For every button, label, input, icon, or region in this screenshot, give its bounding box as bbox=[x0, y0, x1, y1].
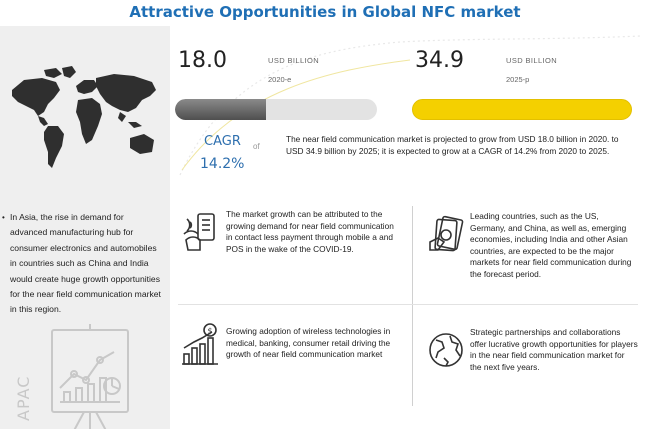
value-2020: 18.0 bbox=[178, 48, 227, 73]
bar-2025 bbox=[412, 99, 632, 120]
page-title: Attractive Opportunities in Global NFC m… bbox=[129, 3, 521, 21]
asia-note: • In Asia, the rise in demand for advanc… bbox=[2, 210, 162, 318]
insight-text: Strategic partnerships and collaboration… bbox=[470, 327, 638, 372]
growth-chart-icon: $ bbox=[182, 323, 218, 365]
year-2025: 2025-p bbox=[506, 75, 530, 84]
analytics-board-icon bbox=[51, 324, 129, 429]
world-map-icon bbox=[12, 66, 156, 168]
value-2025: 34.9 bbox=[415, 48, 464, 73]
globe-icon bbox=[429, 333, 463, 367]
unit-2020: USD BILLION bbox=[268, 56, 320, 65]
bar-2020 bbox=[175, 99, 377, 120]
bullet-icon: • bbox=[2, 213, 5, 222]
unit-2025: USD BILLION bbox=[506, 56, 558, 65]
year-2020: 2020-e bbox=[268, 75, 292, 84]
left-panel: • In Asia, the rise in demand for advanc… bbox=[0, 26, 170, 429]
contactless-payment-icon bbox=[183, 213, 215, 251]
asia-note-text: In Asia, the rise in demand for advanced… bbox=[10, 212, 161, 315]
bar-2020-fill bbox=[175, 99, 266, 120]
insight-text: Leading countries, such as the US, Germa… bbox=[470, 211, 632, 279]
market-summary: The near field communication market is p… bbox=[286, 134, 619, 156]
divider-vertical bbox=[412, 206, 413, 406]
cash-money-icon bbox=[429, 215, 464, 252]
cagr-value: 14.2% bbox=[200, 156, 245, 172]
region-label: APAC bbox=[14, 375, 33, 421]
cagr-label: CAGR bbox=[204, 134, 241, 149]
svg-text:$: $ bbox=[208, 327, 213, 336]
cagr-of: of bbox=[253, 142, 260, 151]
insight-text: The market growth can be attributed to t… bbox=[226, 209, 394, 254]
divider-horizontal bbox=[178, 304, 638, 305]
insight-text: Growing adoption of wireless technologie… bbox=[226, 326, 391, 360]
